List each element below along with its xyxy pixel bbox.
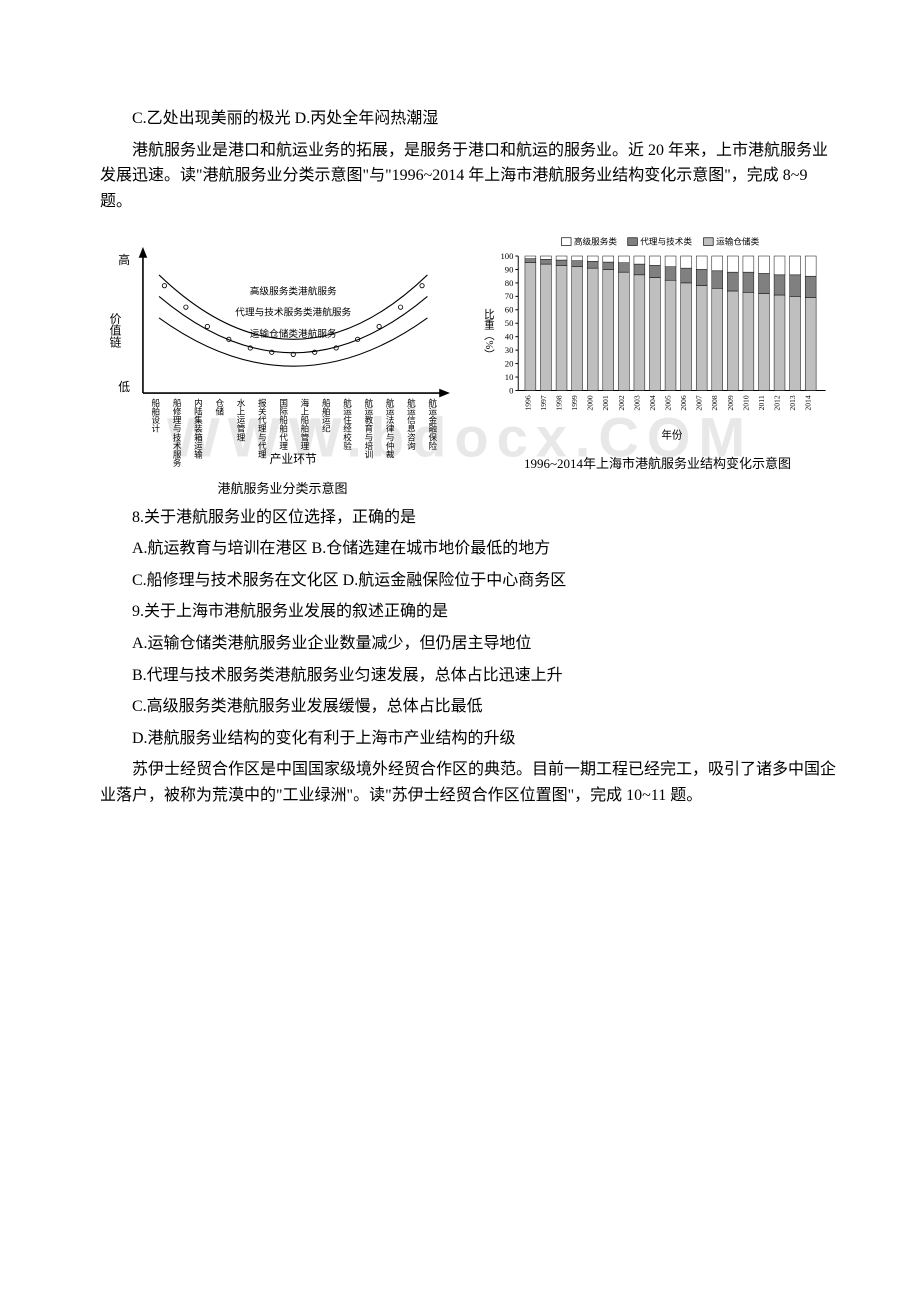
svg-text:2013: 2013 <box>788 395 797 411</box>
svg-text:2012: 2012 <box>773 395 782 411</box>
svg-text:高: 高 <box>118 254 130 268</box>
svg-text:2001: 2001 <box>601 395 610 411</box>
svg-text:70: 70 <box>505 292 514 302</box>
svg-text:比重（%）: 比重（%） <box>483 309 494 361</box>
svg-text:价值链: 价值链 <box>108 313 122 348</box>
question-9: 9.关于上海市港航服务业发展的叙述正确的是 <box>100 599 840 625</box>
svg-text:100: 100 <box>500 251 513 261</box>
passage-ganghang: 港航服务业是港口和航运业务的拓展，是服务于港口和航运的服务业。近 20 年来，上… <box>100 138 840 215</box>
svg-text:运输仓储类: 运输仓储类 <box>716 236 760 247</box>
svg-text:航运法律与仲裁: 航运法律与仲裁 <box>385 397 395 459</box>
svg-text:代理与技术类: 代理与技术类 <box>640 236 692 247</box>
svg-text:2008: 2008 <box>710 395 719 411</box>
svg-text:10: 10 <box>505 372 514 382</box>
svg-text:60: 60 <box>505 305 514 315</box>
svg-text:船舶运纪: 船舶运纪 <box>321 397 331 433</box>
question-8: 8.关于港航服务业的区位选择，正确的是 <box>100 505 840 531</box>
svg-text:2006: 2006 <box>679 395 688 411</box>
svg-text:20: 20 <box>505 359 514 369</box>
left-caption: 港航服务业分类示意图 <box>100 478 465 497</box>
svg-text:报关代理与代理: 报关代理与代理 <box>257 398 267 459</box>
q8-options-cd: C.船修理与技术服务在文化区 D.航运金融保险位于中心商务区 <box>100 568 840 594</box>
svg-text:航运教育与培训: 航运教育与培训 <box>364 397 374 459</box>
svg-text:代理与技术服务类港航服务: 代理与技术服务类港航服务 <box>235 307 351 319</box>
svg-text:内陆集装箱运输: 内陆集装箱运输 <box>193 397 203 459</box>
svg-text:2009: 2009 <box>726 395 735 411</box>
svg-text:2002: 2002 <box>617 395 626 411</box>
svg-text:40: 40 <box>505 332 514 342</box>
q9-option-d: D.港航服务业结构的变化有利于上海市产业结构的升级 <box>100 726 840 752</box>
svg-text:运输仓储类港航服务: 运输仓储类港航服务 <box>250 329 337 341</box>
svg-text:航运信息咨询: 航运信息咨询 <box>406 397 416 451</box>
svg-text:1996: 1996 <box>523 395 532 411</box>
svg-text:30: 30 <box>505 345 514 355</box>
svg-text:船修理与技术服务: 船修理与技术服务 <box>172 397 182 468</box>
q8-options-ab: A.航运教育与培训在港区 B.仓储选建在城市地价最低的地方 <box>100 536 840 562</box>
q9-option-c: C.高级服务类港航服务业发展缓慢，总体占比最低 <box>100 694 840 720</box>
svg-text:航运住经校验: 航运住经校验 <box>343 397 353 451</box>
svg-text:航运金融保险: 航运金融保险 <box>428 397 438 451</box>
svg-text:船舶设计: 船舶设计 <box>151 397 161 434</box>
svg-text:2005: 2005 <box>664 395 673 411</box>
svg-text:2014: 2014 <box>804 395 813 411</box>
svg-text:80: 80 <box>505 278 514 288</box>
svg-text:2000: 2000 <box>586 395 595 411</box>
svg-text:水上运管理: 水上运管理 <box>236 397 246 441</box>
q9-option-b: B.代理与技术服务类港航服务业匀速发展，总体占比迅速上升 <box>100 663 840 689</box>
figures: 高 低 价值链 高级服务类港航服务 <box>100 232 840 496</box>
right-caption: 1996~2014年上海市港航服务业结构变化示意图 <box>475 453 840 472</box>
svg-text:高级服务类港航服务: 高级服务类港航服务 <box>250 286 337 298</box>
option-line-c-d: C.乙处出现美丽的极光 D.丙处全年闷热潮湿 <box>100 106 840 132</box>
stacked-bar-chart: 高级服务类代理与技术类运输仓储类 0102030405060708090100 … <box>475 232 840 443</box>
svg-text:2007: 2007 <box>695 395 704 411</box>
svg-text:仓储: 仓储 <box>215 397 225 417</box>
figure-left: 高 低 价值链 高级服务类港航服务 <box>100 232 465 496</box>
svg-text:2003: 2003 <box>632 395 641 411</box>
smile-curve-chart: 高 低 价值链 高级服务类港航服务 <box>100 232 465 468</box>
svg-text:高级服务类: 高级服务类 <box>574 236 618 247</box>
passage-suez: 苏伊士经贸合作区是中国国家级境外经贸合作区的典范。目前一期工程已经完工，吸引了诸… <box>100 757 840 808</box>
svg-text:0: 0 <box>509 386 513 396</box>
svg-text:2011: 2011 <box>757 396 766 411</box>
svg-text:低: 低 <box>118 380 130 394</box>
svg-text:1999: 1999 <box>570 395 579 411</box>
svg-text:2010: 2010 <box>741 395 750 411</box>
q9-option-a: A.运输仓储类港航服务业企业数量减少，但仍居主导地位 <box>100 631 840 657</box>
svg-text:2004: 2004 <box>648 395 657 411</box>
svg-text:产业环节: 产业环节 <box>270 452 317 466</box>
svg-text:国际船舶代理: 国际船舶代理 <box>279 398 289 450</box>
svg-text:1998: 1998 <box>555 395 564 411</box>
svg-text:90: 90 <box>505 265 514 275</box>
svg-text:1997: 1997 <box>539 395 548 411</box>
figure-right: 高级服务类代理与技术类运输仓储类 0102030405060708090100 … <box>475 232 840 496</box>
svg-text:50: 50 <box>505 319 514 329</box>
svg-text:年份: 年份 <box>661 429 683 442</box>
svg-text:海上船舶管理: 海上船舶管理 <box>300 397 310 450</box>
